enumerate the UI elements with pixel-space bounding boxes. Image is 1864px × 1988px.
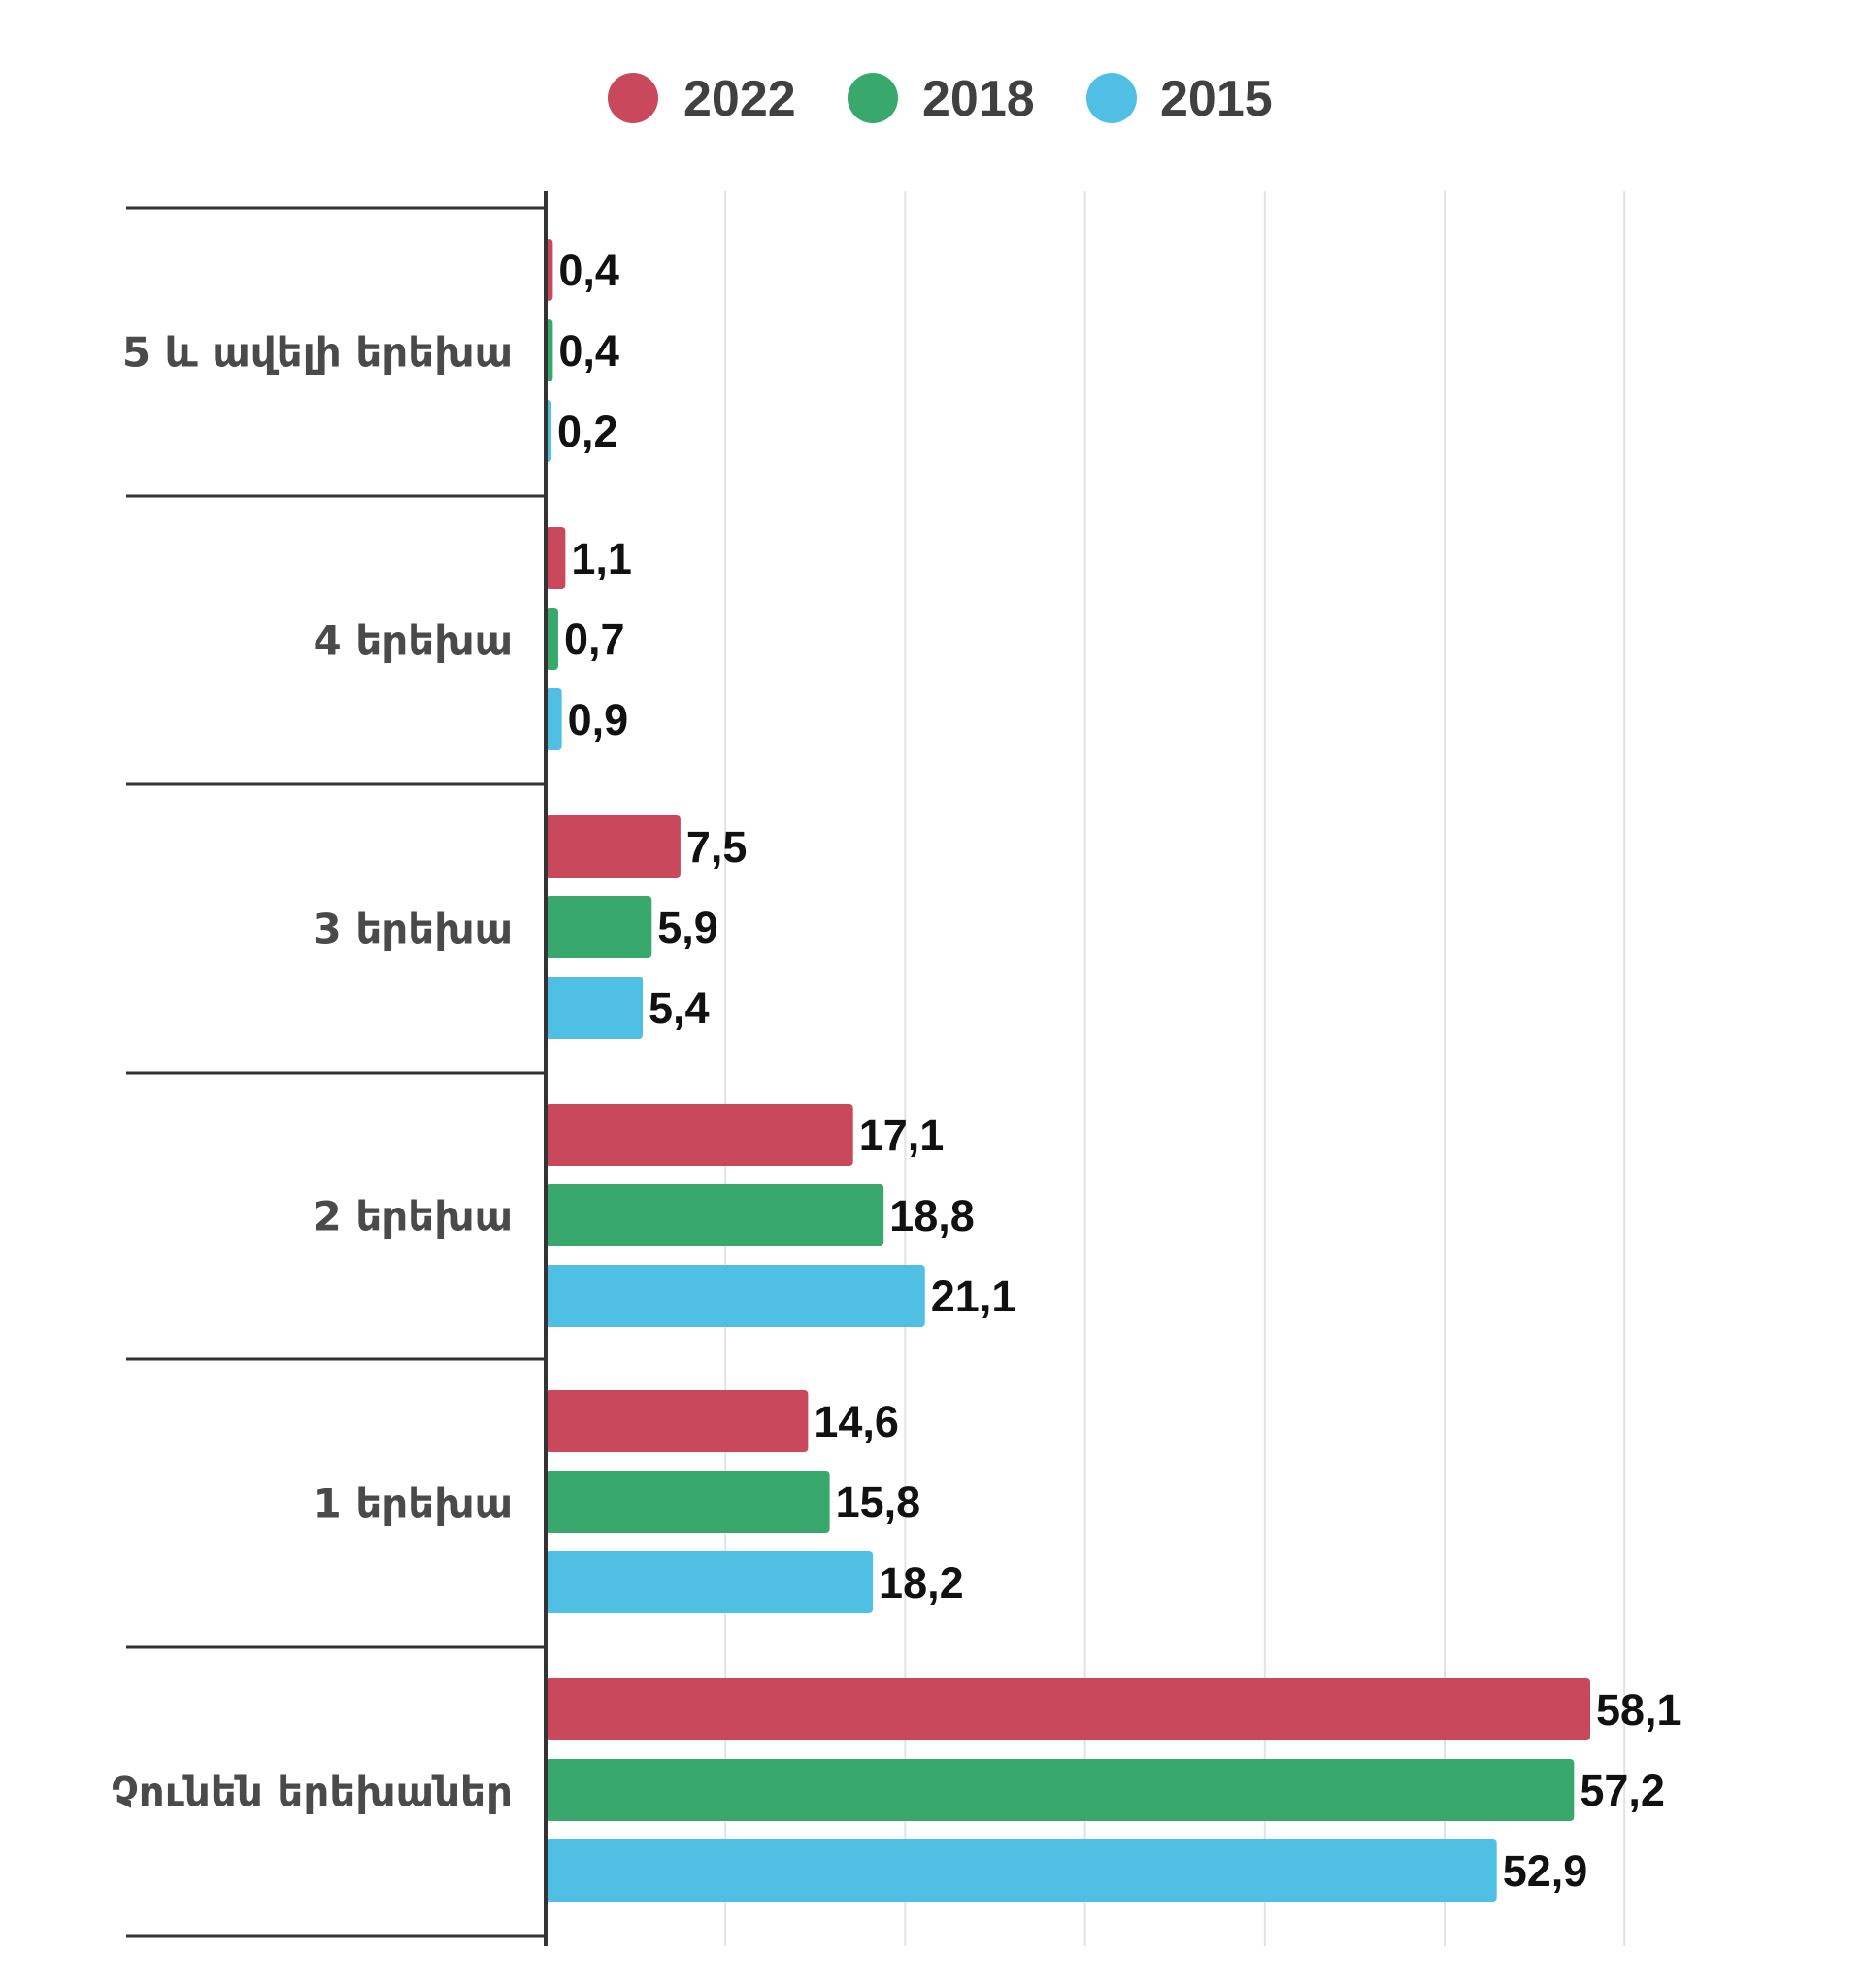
- bar-2018-1: [546, 608, 558, 670]
- category-label: 5 և ավելի երեխա: [122, 329, 513, 377]
- value-label-2015-0: 0,2: [557, 407, 618, 456]
- bars: [546, 239, 1590, 1902]
- value-label-2018-3: 18,8: [889, 1191, 975, 1241]
- value-label-2015-2: 5,4: [649, 983, 710, 1033]
- category-label: 1 երեխա: [314, 1480, 514, 1528]
- legend-label-2022: 2022: [683, 71, 796, 127]
- value-label-2022-3: 17,1: [859, 1110, 945, 1160]
- legend-marker-2022: [608, 73, 658, 123]
- value-labels: 0,4 0,4 0,2 1,1 0,7 0,9 7,5 5,9 5,4 17,1 18,8 21,1 1…: [557, 246, 1681, 1896]
- bar-2015-5: [546, 1839, 1497, 1902]
- value-label-2015-4: 18,2: [879, 1558, 964, 1607]
- value-label-2018-1: 0,7: [564, 614, 625, 664]
- bar-2022-2: [546, 815, 681, 878]
- value-label-2022-2: 7,5: [686, 822, 748, 872]
- value-label-2022-4: 14,6: [814, 1397, 899, 1446]
- bar-2018-3: [546, 1184, 884, 1246]
- value-label-2015-3: 21,1: [931, 1272, 1016, 1321]
- category-separators: [126, 206, 546, 1938]
- legend: 2022 2018 2015: [608, 71, 1273, 127]
- value-label-2015-5: 52,9: [1503, 1846, 1588, 1896]
- gridlines: [724, 191, 1626, 1946]
- legend-label-2015: 2015: [1160, 71, 1273, 127]
- bar-2015-3: [546, 1265, 925, 1327]
- value-label-2018-5: 57,2: [1580, 1766, 1665, 1815]
- category-label: Չունեն երեխաներ: [111, 1769, 513, 1816]
- legend-marker-2015: [1086, 73, 1137, 123]
- value-label-2018-4: 15,8: [836, 1477, 921, 1527]
- bar-2022-3: [546, 1104, 853, 1166]
- bar-2018-4: [546, 1471, 830, 1533]
- bar-2015-1: [546, 688, 562, 750]
- legend-label-2018: 2018: [922, 71, 1035, 127]
- bar-2022-5: [546, 1678, 1590, 1740]
- value-label-2015-1: 0,9: [568, 695, 629, 745]
- bar-2022-4: [546, 1390, 809, 1452]
- bar-2018-2: [546, 896, 652, 958]
- value-label-2022-1: 1,1: [571, 534, 632, 583]
- value-label-2018-2: 5,9: [657, 903, 718, 952]
- value-label-2018-0: 0,4: [558, 326, 619, 376]
- value-label-2022-5: 58,1: [1596, 1685, 1681, 1735]
- bar-2018-5: [546, 1759, 1575, 1821]
- legend-marker-2018: [848, 73, 898, 123]
- bar-2015-2: [546, 977, 644, 1039]
- value-label-2022-0: 0,4: [558, 246, 619, 295]
- category-labels: 5 և ավելի երեխա 4 երեխա 3 երեխա 2 երեխա 1 եր…: [111, 329, 513, 1816]
- category-label: 3 երեխա: [314, 906, 514, 953]
- bar-2015-4: [546, 1551, 874, 1613]
- category-label: 4 երեխա: [314, 617, 514, 665]
- bar-2022-1: [546, 527, 566, 589]
- category-label: 2 երեխա: [314, 1193, 514, 1241]
